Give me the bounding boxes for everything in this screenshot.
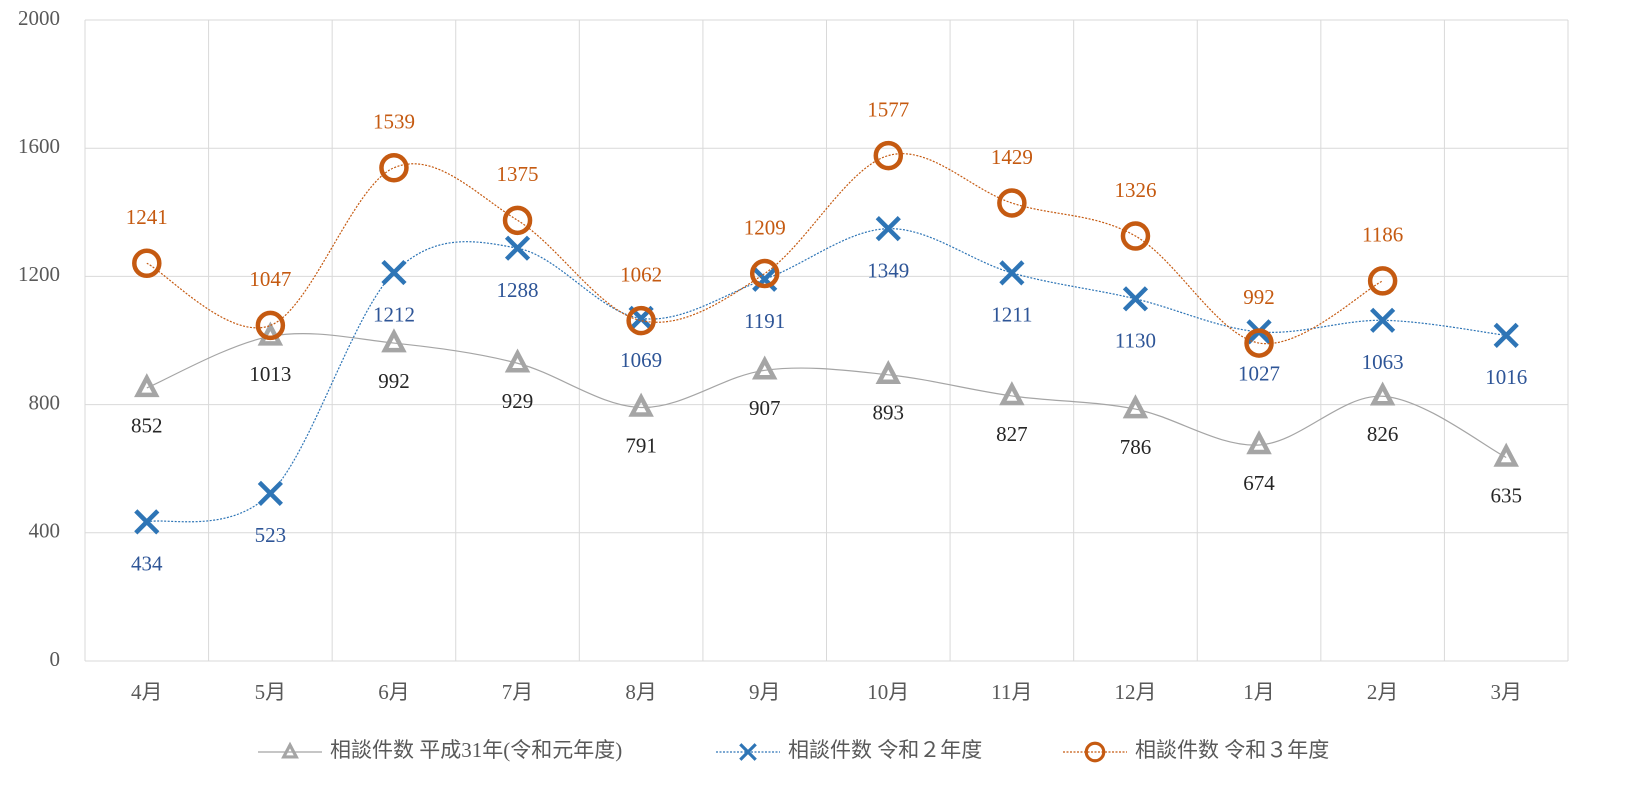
legend-marker: [281, 741, 299, 759]
marker-x: [1370, 307, 1396, 333]
marker-triangle: [628, 392, 654, 417]
y-tick-label: 1200: [18, 262, 60, 286]
data-label: 1211: [991, 303, 1032, 327]
marker-circle: [749, 258, 780, 289]
data-label: 1062: [620, 262, 662, 286]
series-line: [146, 332, 1507, 459]
legend-marker: [739, 743, 757, 761]
x-tick-label: 6月: [378, 680, 410, 704]
marker-circle: [1120, 221, 1151, 251]
marker-x: [504, 235, 531, 261]
y-tick-label: 0: [50, 647, 61, 671]
marker-circle: [997, 188, 1027, 218]
marker-triangle: [1369, 381, 1396, 406]
x-tick-label: 9月: [749, 680, 781, 704]
marker-triangle: [1246, 430, 1272, 455]
data-label: 1577: [867, 97, 909, 121]
marker-circle: [873, 140, 904, 171]
data-label: 929: [502, 389, 534, 413]
legend-label: 相談件数 令和２年度: [788, 738, 982, 762]
series-line: [146, 153, 1383, 345]
marker-triangle: [751, 355, 778, 380]
x-tick-label: 11月: [991, 680, 1032, 704]
marker-circle: [1244, 328, 1274, 358]
marker-x: [257, 480, 283, 506]
data-label: 1429: [991, 145, 1033, 169]
y-tick-label: 800: [29, 390, 61, 414]
data-label: 1288: [497, 278, 539, 302]
marker-triangle: [381, 328, 407, 353]
data-label: 1191: [744, 309, 785, 333]
data-label: 523: [255, 523, 287, 547]
data-label: 992: [378, 369, 410, 393]
marker-triangle: [134, 373, 160, 398]
data-label: 674: [1243, 471, 1275, 495]
data-label: 434: [131, 552, 163, 576]
data-label: 1013: [249, 362, 291, 386]
data-label: 1326: [1114, 178, 1156, 202]
series: 852 1013 992 929 791 907 893 827 786 674 826 635: [131, 321, 1522, 507]
data-label: 791: [625, 433, 657, 457]
x-tick-label: 3月: [1490, 680, 1522, 704]
data-label: 1130: [1115, 329, 1156, 353]
series: 1241 1047 1539 1375 1062 1209 1577 1429 1326 992 1…: [126, 97, 1403, 358]
data-label: 1241: [126, 205, 168, 229]
data-label: 826: [1367, 422, 1399, 446]
marker-circle: [255, 310, 286, 341]
x-tick-label: 7月: [502, 680, 534, 704]
y-tick-label: 2000: [18, 6, 60, 30]
legend-label: 相談件数 平成31年(令和元年度): [330, 738, 622, 762]
series: 434 523 1212 1288 1069 1191 1349 1211 1130 1027 10…: [131, 216, 1527, 576]
marker-triangle: [875, 359, 902, 385]
data-label: 907: [749, 396, 781, 420]
marker-circle: [132, 248, 162, 279]
marker-triangle: [999, 381, 1025, 406]
data-label: 992: [1243, 285, 1275, 309]
data-label: 1063: [1362, 350, 1404, 374]
x-tick-label: 5月: [255, 680, 287, 704]
marker-x: [752, 266, 778, 292]
legend-label: 相談件数 令和３年度: [1135, 738, 1329, 762]
legend-marker: [1084, 741, 1106, 763]
data-label: 786: [1120, 435, 1152, 459]
y-tick-label: 1600: [18, 134, 60, 158]
marker-triangle: [1122, 394, 1149, 419]
data-label: 827: [996, 422, 1028, 446]
marker-x: [875, 216, 901, 242]
data-label: 1209: [744, 215, 786, 239]
data-label: 1349: [867, 258, 909, 282]
marker-x: [1122, 286, 1149, 312]
data-label: 1027: [1238, 362, 1280, 386]
marker-x: [999, 260, 1025, 286]
marker-circle: [379, 153, 409, 183]
data-label: 1539: [373, 110, 415, 134]
x-tick-label: 2月: [1367, 680, 1399, 704]
marker-x: [134, 509, 160, 535]
marker-triangle: [1493, 442, 1519, 467]
y-tick-label: 400: [29, 519, 61, 543]
marker-x: [1493, 322, 1519, 348]
data-label: 1069: [620, 348, 662, 372]
data-label: 893: [873, 401, 905, 425]
data-label: 1016: [1485, 365, 1527, 389]
data-label: 1047: [249, 267, 291, 291]
x-tick-label: 10月: [867, 680, 909, 704]
data-label: 1375: [497, 162, 539, 186]
x-tick-label: 1月: [1243, 680, 1275, 704]
marker-circle: [626, 305, 656, 336]
marker-circle: [1367, 266, 1398, 296]
marker-circle: [502, 205, 533, 236]
data-label: 1186: [1362, 223, 1403, 247]
x-tick-label: 12月: [1114, 680, 1156, 704]
marker-triangle: [504, 348, 531, 373]
data-label: 635: [1490, 483, 1522, 507]
marker-x: [381, 259, 407, 286]
data-label: 1212: [373, 302, 415, 326]
x-tick-label: 8月: [625, 680, 657, 704]
x-tick-label: 4月: [131, 680, 163, 704]
data-label: 852: [131, 414, 163, 438]
